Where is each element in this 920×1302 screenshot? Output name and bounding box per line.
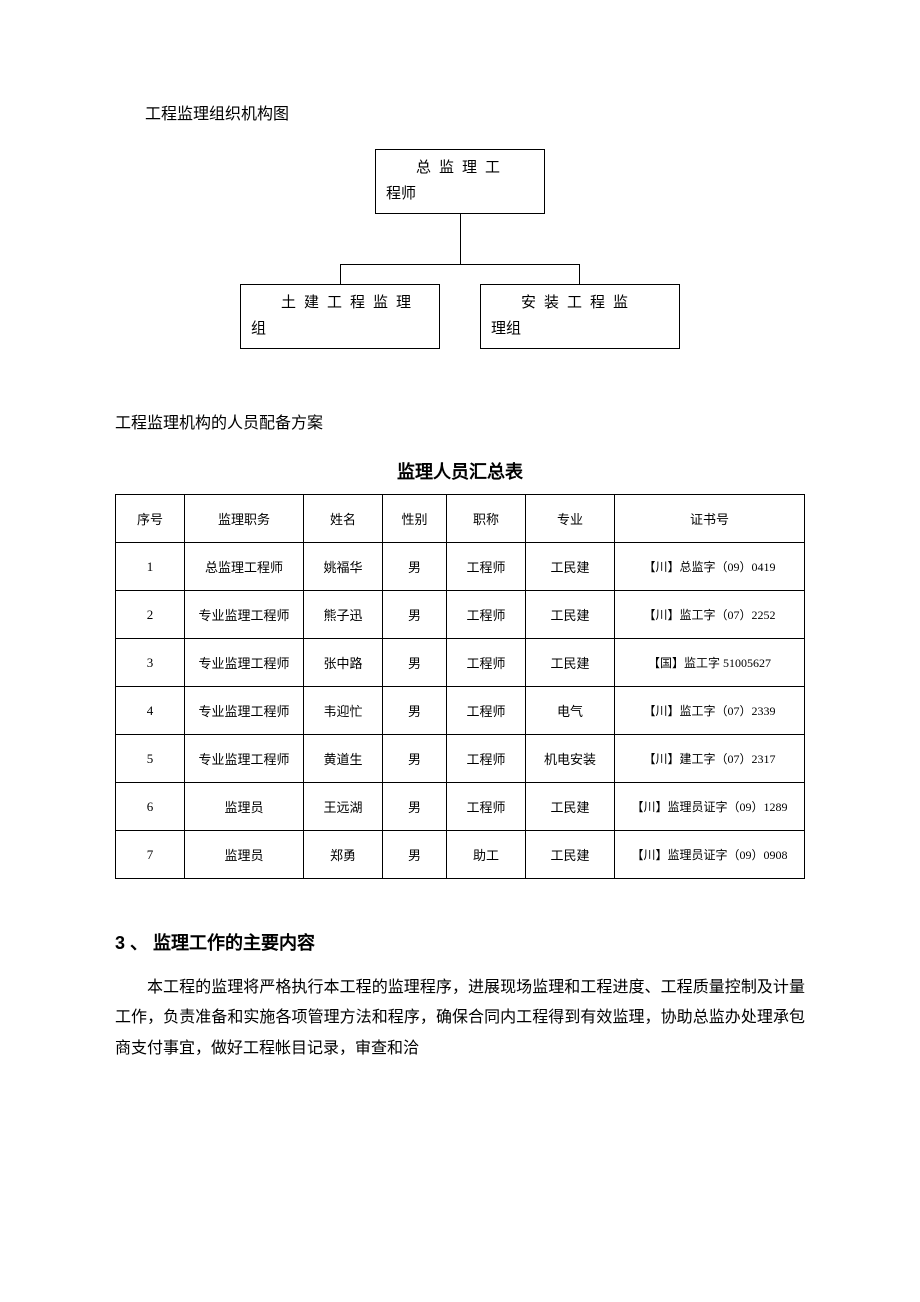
table-cell: 监理员 <box>185 831 304 879</box>
table-cell: 2 <box>116 591 185 639</box>
table-col-header: 序号 <box>116 495 185 543</box>
table-cell: 【川】总监字（09）0419 <box>615 543 805 591</box>
table-cell: 6 <box>116 783 185 831</box>
table-cell: 助工 <box>447 831 526 879</box>
table-row: 4专业监理工程师韦迎忙男工程师电气【川】监工字（07）2339 <box>116 687 805 735</box>
section2-title: 工程监理机构的人员配备方案 <box>115 409 805 433</box>
table-cell: 【国】监工字 51005627 <box>615 639 805 687</box>
table-row: 7监理员郑勇男助工工民建【川】监理员证字（09）0908 <box>116 831 805 879</box>
table-cell: 男 <box>383 639 447 687</box>
table-col-header: 性别 <box>383 495 447 543</box>
table-cell: 工民建 <box>526 783 615 831</box>
org-connector-v1 <box>340 264 341 284</box>
org-top-row: 总监理工 程师 <box>240 149 680 214</box>
table-row: 2专业监理工程师熊子迅男工程师工民建【川】监工字（07）2252 <box>116 591 805 639</box>
org-node-right-l2: 理组 <box>491 317 669 343</box>
org-node-right-l1: 安装工程监 <box>491 291 669 317</box>
table-col-header: 姓名 <box>304 495 383 543</box>
table-row: 1总监理工程师姚福华男工程师工民建【川】总监字（09）0419 <box>116 543 805 591</box>
table-cell: 监理员 <box>185 783 304 831</box>
table-cell: 3 <box>116 639 185 687</box>
table-cell: 男 <box>383 543 447 591</box>
table-cell: 工民建 <box>526 591 615 639</box>
table-title: 监理人员汇总表 <box>115 458 805 484</box>
table-cell: 电气 <box>526 687 615 735</box>
table-col-header: 专业 <box>526 495 615 543</box>
org-connector-branch <box>240 264 680 284</box>
table-cell: 专业监理工程师 <box>185 735 304 783</box>
personnel-table: 序号监理职务姓名性别职称专业证书号 1总监理工程师姚福华男工程师工民建【川】总监… <box>115 494 805 879</box>
table-cell: 工程师 <box>447 639 526 687</box>
org-node-left-l1: 土建工程监理 <box>251 291 429 317</box>
org-children-row: 土建工程监理 组 安装工程监 理组 <box>240 284 680 349</box>
table-cell: 【川】监工字（07）2339 <box>615 687 805 735</box>
table-cell: 黄道生 <box>304 735 383 783</box>
table-cell: 王远湖 <box>304 783 383 831</box>
table-cell: 工民建 <box>526 639 615 687</box>
table-body: 1总监理工程师姚福华男工程师工民建【川】总监字（09）04192专业监理工程师熊… <box>116 543 805 879</box>
org-node-top-l1: 总监理工 <box>386 156 534 182</box>
table-cell: 郑勇 <box>304 831 383 879</box>
section1-title: 工程监理组织机构图 <box>115 100 805 124</box>
table-col-header: 证书号 <box>615 495 805 543</box>
table-cell: 1 <box>116 543 185 591</box>
table-cell: 工程师 <box>447 543 526 591</box>
table-col-header: 监理职务 <box>185 495 304 543</box>
table-cell: 工程师 <box>447 735 526 783</box>
table-cell: 7 <box>116 831 185 879</box>
table-cell: 【川】监理员证字（09）0908 <box>615 831 805 879</box>
table-cell: 工程师 <box>447 687 526 735</box>
table-cell: 男 <box>383 783 447 831</box>
table-cell: 工民建 <box>526 831 615 879</box>
table-cell: 总监理工程师 <box>185 543 304 591</box>
table-cell: 4 <box>116 687 185 735</box>
section3-heading: 3 、 监理工作的主要内容 <box>115 929 805 955</box>
document-page: 工程监理组织机构图 总监理工 程师 土建工程监理 组 安装工程监 理组 工程监理… <box>0 0 920 1124</box>
org-connector-h <box>340 264 580 265</box>
table-cell: 【川】监工字（07）2252 <box>615 591 805 639</box>
org-connector-trunk <box>460 214 461 264</box>
table-col-header: 职称 <box>447 495 526 543</box>
table-cell: 工程师 <box>447 591 526 639</box>
org-node-left: 土建工程监理 组 <box>240 284 440 349</box>
table-cell: 【川】建工字（07）2317 <box>615 735 805 783</box>
table-cell: 【川】监理员证字（09）1289 <box>615 783 805 831</box>
table-cell: 韦迎忙 <box>304 687 383 735</box>
table-cell: 工程师 <box>447 783 526 831</box>
org-node-right: 安装工程监 理组 <box>480 284 680 349</box>
org-node-top: 总监理工 程师 <box>375 149 545 214</box>
table-cell: 专业监理工程师 <box>185 591 304 639</box>
section3-para: 本工程的监理将严格执行本工程的监理程序，进展现场监理和工程进度、工程质量控制及计… <box>115 973 805 1064</box>
table-header-row: 序号监理职务姓名性别职称专业证书号 <box>116 495 805 543</box>
table-cell: 工民建 <box>526 543 615 591</box>
table-row: 6监理员王远湖男工程师工民建【川】监理员证字（09）1289 <box>116 783 805 831</box>
table-cell: 男 <box>383 591 447 639</box>
table-row: 3专业监理工程师张中路男工程师工民建【国】监工字 51005627 <box>116 639 805 687</box>
org-node-top-l2: 程师 <box>386 182 534 208</box>
table-row: 5专业监理工程师黄道生男工程师机电安装【川】建工字（07）2317 <box>116 735 805 783</box>
table-cell: 专业监理工程师 <box>185 639 304 687</box>
table-head: 序号监理职务姓名性别职称专业证书号 <box>116 495 805 543</box>
table-cell: 男 <box>383 831 447 879</box>
table-cell: 张中路 <box>304 639 383 687</box>
org-node-left-l2: 组 <box>251 317 429 343</box>
org-connector-v2 <box>579 264 580 284</box>
table-cell: 机电安装 <box>526 735 615 783</box>
table-cell: 姚福华 <box>304 543 383 591</box>
table-cell: 熊子迅 <box>304 591 383 639</box>
table-cell: 专业监理工程师 <box>185 687 304 735</box>
table-cell: 男 <box>383 735 447 783</box>
table-cell: 男 <box>383 687 447 735</box>
table-cell: 5 <box>116 735 185 783</box>
org-chart: 总监理工 程师 土建工程监理 组 安装工程监 理组 <box>240 149 680 349</box>
